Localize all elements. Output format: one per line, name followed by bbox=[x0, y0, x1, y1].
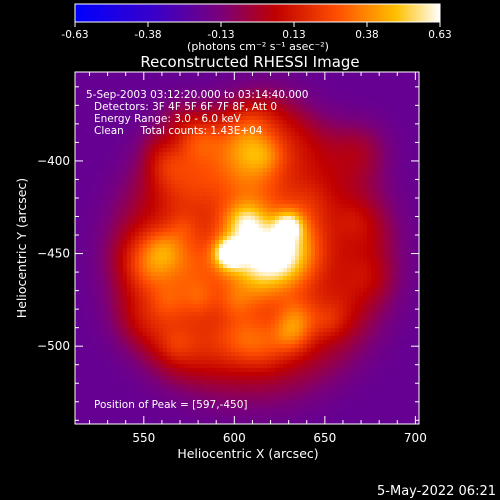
colorbar-tick-label: 0.38 bbox=[355, 29, 378, 41]
chart-title: Reconstructed RHESSI Image bbox=[140, 53, 359, 71]
x-tick-label: 700 bbox=[404, 431, 427, 445]
y-tick-label: −500 bbox=[37, 339, 70, 353]
x-tick-label: 650 bbox=[313, 431, 336, 445]
footer-date: 5-May-2022 06:21 bbox=[377, 484, 496, 499]
x-tick-label: 550 bbox=[132, 431, 155, 445]
info-line-2: Detectors: 3F 4F 5F 6F 7F 8F, Att 0 bbox=[94, 101, 277, 113]
info-line-1: 5-Sep-2003 03:12:20.000 to 03:14:40.000 bbox=[86, 89, 308, 101]
x-axis-label: Heliocentric X (arcsec) bbox=[177, 446, 318, 461]
colorbar-unit-label: (photons cm⁻² s⁻¹ asec⁻²) bbox=[187, 40, 329, 53]
peak-position-label: Position of Peak = [597,-450] bbox=[94, 399, 248, 411]
info-line-4: Clean Total counts: 1.43E+04 bbox=[94, 125, 263, 137]
colorbar bbox=[74, 3, 441, 23]
colorbar-tick-label: -0.63 bbox=[61, 29, 88, 41]
colorbar-tick-label: 0.13 bbox=[282, 29, 305, 41]
axis-ticks: 550 600 650 700 −400 −450 −500 bbox=[37, 72, 427, 445]
colorbar-tick-label: -0.38 bbox=[134, 29, 161, 41]
y-tick-label: −400 bbox=[37, 154, 70, 168]
heatmap-image bbox=[75, 72, 419, 424]
colorbar-ticks: -0.63 -0.38 -0.13 0.13 0.38 0.63 bbox=[61, 22, 452, 41]
plot-frame bbox=[74, 71, 420, 425]
y-tick-label: −450 bbox=[37, 247, 70, 261]
colorbar-tick-label: 0.63 bbox=[428, 29, 451, 41]
x-tick-label: 600 bbox=[223, 431, 246, 445]
y-axis-label: Heliocentric Y (arcsec) bbox=[14, 178, 29, 318]
colorbar-tick-label: -0.13 bbox=[207, 29, 234, 41]
info-line-3: Energy Range: 3.0 - 6.0 keV bbox=[94, 113, 242, 125]
